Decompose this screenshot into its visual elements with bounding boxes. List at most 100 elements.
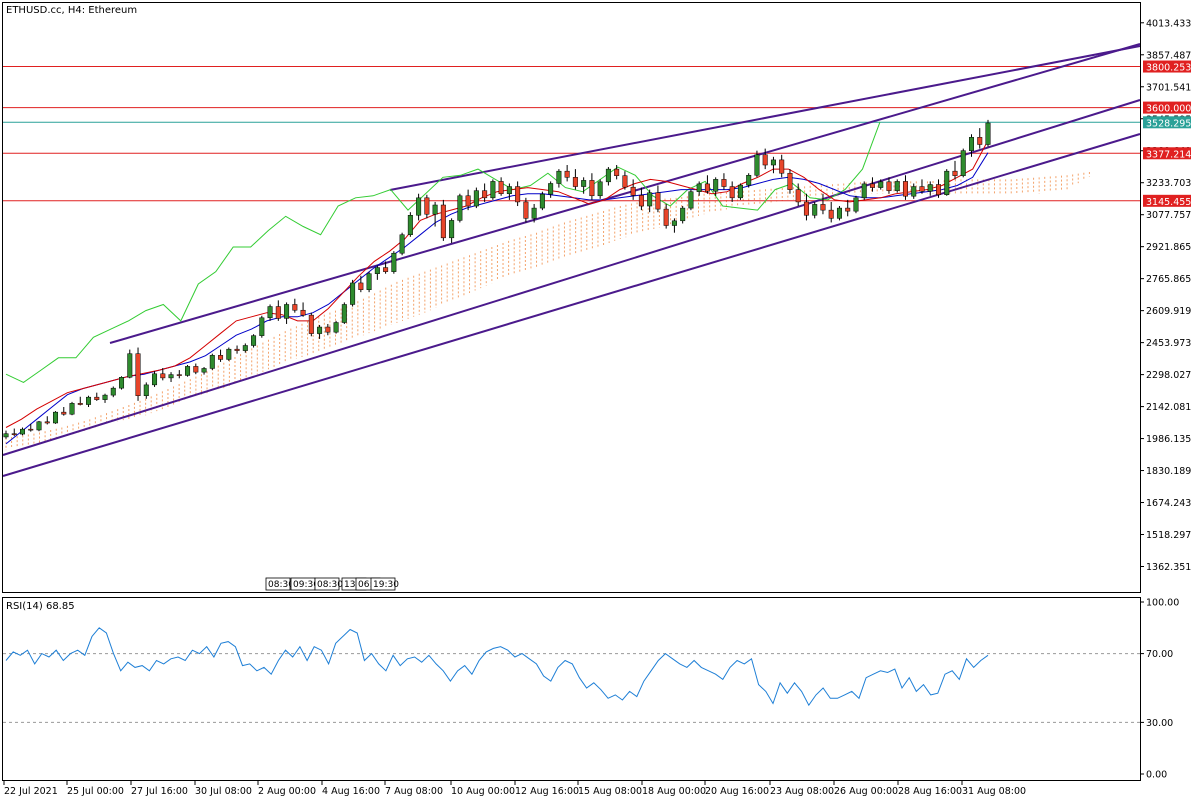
bear-candle	[275, 306, 281, 319]
bear-candle	[482, 190, 488, 199]
bull-candle	[506, 186, 512, 194]
bull-candle	[391, 252, 397, 272]
bull-candle	[754, 154, 760, 176]
bear-candle	[845, 207, 851, 212]
bear-candle	[523, 201, 529, 219]
bull-candle	[911, 186, 917, 197]
bear-candle	[308, 314, 314, 334]
bull-candle	[432, 204, 438, 215]
price-tick-label: 2765.865	[1146, 274, 1191, 285]
bear-candle	[869, 183, 875, 188]
event-marker-label: 19:30	[373, 580, 399, 590]
bull-candle	[770, 159, 776, 166]
bull-candle	[259, 317, 265, 336]
bear-candle	[77, 403, 83, 405]
bull-candle	[341, 304, 347, 323]
level-price-tag-text: 3145.455	[1146, 197, 1191, 208]
bull-candle	[53, 411, 59, 424]
time-tick-label: 15 Aug 08:00	[578, 786, 642, 797]
bull-candle	[284, 304, 290, 319]
bull-candle	[407, 215, 413, 235]
time-tick-label: 30 Jul 08:00	[195, 786, 252, 797]
time-tick-label: 4 Aug 16:00	[322, 786, 380, 797]
bull-candle	[812, 204, 818, 216]
bear-candle	[952, 170, 958, 176]
bull-candle	[861, 183, 867, 199]
bear-candle	[94, 396, 100, 400]
rsi-line	[5, 627, 989, 707]
bull-candle	[102, 394, 108, 400]
bear-candle	[218, 355, 224, 360]
level-price-tag	[1143, 194, 1191, 207]
bull-candle	[927, 184, 933, 192]
bull-candle	[201, 368, 207, 373]
bull-candle	[968, 137, 974, 151]
rsi-tick-label: 70.00	[1146, 649, 1173, 660]
price-tick-label: 4013.433	[1146, 18, 1191, 29]
event-marker-label: 09:30	[293, 580, 319, 590]
level-price-tag-text: 3377.214	[1146, 149, 1191, 160]
bear-candle	[820, 204, 826, 211]
event-marker-label: 08:30	[268, 580, 294, 590]
bull-candle	[185, 366, 191, 376]
bull-candle	[746, 175, 752, 186]
level-price-tag-text: 3800.253	[1146, 63, 1191, 74]
bull-candle	[242, 345, 248, 351]
level-price-tag	[1143, 116, 1191, 129]
bear-candle	[11, 433, 17, 435]
bull-candle	[69, 403, 75, 415]
bull-candle	[597, 181, 603, 197]
bull-candle	[374, 267, 380, 274]
bull-candle	[86, 396, 92, 405]
bull-candle	[688, 191, 694, 209]
bull-candle	[696, 183, 702, 192]
time-tick-label: 23 Aug 08:00	[770, 786, 834, 797]
bear-candle	[135, 353, 141, 396]
bull-candle	[143, 384, 149, 396]
time-tick-label: 27 Jul 16:00	[131, 786, 188, 797]
bull-candle	[267, 306, 273, 319]
event-marker-box	[265, 577, 291, 591]
level-price-tag	[1143, 101, 1191, 114]
time-tick-label: 20 Aug 16:00	[705, 786, 769, 797]
bear-candle	[440, 204, 446, 239]
ichimoku-lines	[5, 121, 989, 445]
bull-candle	[944, 170, 950, 196]
bear-candle	[160, 373, 166, 379]
bear-candle	[977, 137, 983, 145]
price-tick-label: 2298.027	[1146, 370, 1191, 381]
bear-candle	[663, 208, 669, 226]
bear-candle	[325, 326, 331, 333]
channel-line	[2, 133, 1141, 477]
price-tick-label: 2921.865	[1146, 242, 1191, 253]
bear-candle	[704, 183, 710, 192]
chikou-span-line	[5, 121, 881, 383]
bear-candle	[300, 309, 306, 316]
bear-candle	[803, 201, 809, 216]
level-price-labels: 3800.253 3600.000 3528.295 3377.214 3145.455	[1143, 60, 1191, 208]
bear-candle	[614, 168, 620, 176]
event-marker-label: 08:30	[317, 580, 343, 590]
bull-candle	[127, 353, 133, 378]
bull-candle	[878, 181, 884, 188]
time-tick-label: 10 Aug 00:00	[451, 786, 515, 797]
bear-candle	[176, 374, 182, 376]
bear-candle	[886, 181, 892, 191]
bear-candle	[902, 181, 908, 197]
time-tick-label: 7 Aug 08:00	[385, 786, 443, 797]
bear-candle	[630, 186, 636, 196]
price-tick-label: 3233.703	[1146, 178, 1191, 189]
bear-candle	[795, 189, 801, 203]
main-panel-frame	[2, 2, 1141, 593]
time-tick-label: 28 Aug 16:00	[898, 786, 962, 797]
bull-candle	[416, 197, 422, 216]
bull-candle	[209, 355, 215, 369]
bull-candle	[110, 387, 116, 396]
bull-candle	[152, 373, 158, 386]
rsi-axis: 100.00 70.00 30.00 0.00	[1140, 598, 1179, 781]
bear-candle	[234, 348, 240, 351]
bull-candle	[737, 184, 743, 199]
bull-candle	[226, 348, 232, 360]
